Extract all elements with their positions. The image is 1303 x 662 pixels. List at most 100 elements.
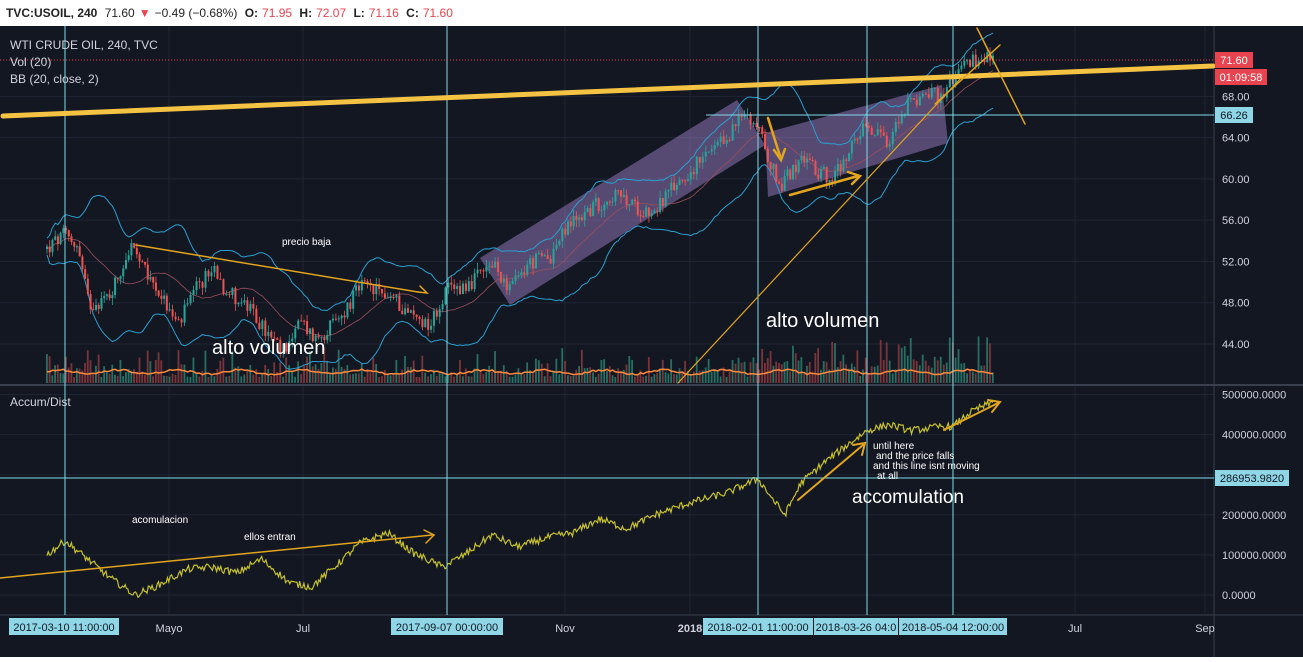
annotation-alto-volumen-1[interactable]: alto volumen [212,337,325,359]
volume-bar [395,359,398,383]
annotation-accomulation[interactable]: accomulation [852,487,964,508]
candle-body [255,308,258,323]
candle-body [659,197,662,213]
main-title[interactable]: WTI CRUDE OIL, 240, TVC [10,38,158,52]
candle-body [297,320,300,329]
vertical-markers [64,26,954,615]
candle-body [464,283,467,291]
candle-body [834,171,837,182]
candle-body [122,268,125,277]
candle-body [141,261,144,263]
precio-baja-line [135,244,419,293]
volume-bar [65,356,67,383]
price-axis[interactable]: 44.00 48.00 52.00 56.00 60.00 64.00 68.00 0.000… [1222,91,1286,602]
volume-bar [722,367,725,383]
accum-dist-line[interactable] [46,399,994,599]
volume-bar [267,369,270,383]
volume-bar [168,376,171,383]
time-axis[interactable]: 2017-03-10 11:00:00 Mayo Jul 2017-09-07 … [9,618,1215,635]
volume-bar [537,360,540,383]
candle-body [149,277,152,280]
annotation-line-not-moving[interactable]: and this line isnt moving [873,461,980,472]
ad-tick-label: 0.0000 [1222,590,1256,602]
candle-body [346,302,349,318]
volume-bar [514,374,517,383]
annotation-acomulacion[interactable]: acomulacion [132,515,188,526]
volume-bar [631,359,633,383]
candle-body [135,247,138,255]
candle-body [921,93,924,97]
candle-body [237,302,240,305]
volume-bar [575,369,578,383]
volume-bar [406,366,409,383]
candle-body [89,294,92,310]
candle-body [673,182,676,191]
channel-1[interactable] [480,100,765,305]
volume-bar [152,376,155,383]
annotation-precio-baja[interactable]: precio baja [282,237,331,248]
volume-bar [78,368,81,383]
candle-body [701,156,704,163]
volume-bar [157,352,160,383]
volume-bar [424,372,427,383]
ad-title[interactable]: Accum/Dist [10,395,71,409]
volume-bar [971,371,974,383]
channel-2[interactable] [765,85,948,197]
candle-body [864,123,867,126]
volume-bar [769,351,772,383]
volume-bar [297,361,300,383]
candle-body [116,277,119,279]
volume-bar [288,365,291,383]
volume-bar [617,368,620,383]
candle-body [130,243,133,256]
candle-body [349,302,352,309]
volume-bar [249,364,252,383]
annotation-at-all[interactable]: at all [877,471,898,482]
volume-bar [758,369,761,383]
candle-body [743,114,746,117]
annotation-until-here[interactable]: until here [873,441,915,452]
candle-body [395,295,398,298]
candle-body [252,303,255,309]
volume-bar [133,369,135,383]
volume-bar [180,364,183,383]
volume-bar [138,357,141,383]
candle-body [853,138,856,141]
volume-bar [456,374,458,383]
volume-bar [177,350,180,383]
candle-body [198,281,201,283]
candle-body [713,145,716,150]
candle-body [144,261,147,265]
volume-bar [59,372,62,383]
candle-body [502,279,505,283]
volume-bar [608,366,611,383]
volume-bar [983,365,986,383]
symbol-label[interactable]: TVC:USOIL, 240 [6,6,98,20]
volume-bar [580,349,583,383]
drawings[interactable] [0,27,1216,579]
annotation-price-falls[interactable]: and the price falls [876,451,954,462]
ad-crosshair-badge [1215,470,1289,486]
bb-legend[interactable]: BB (20, close, 2) [10,72,99,86]
chart-area[interactable]: WTI CRUDE OIL, 240, TVC Vol (20) BB (20,… [0,26,1303,657]
candle-body [597,198,600,211]
volume-legend[interactable]: Vol (20) [10,55,51,69]
candle-body [146,264,149,280]
candle-body [459,285,462,294]
chart-svg[interactable]: WTI CRUDE OIL, 240, TVC Vol (20) BB (20,… [0,26,1303,657]
volume-bar [667,373,670,383]
volume-bar [850,363,853,383]
volume-bar [692,371,695,383]
candle-body [441,304,444,310]
candle-body [891,131,894,145]
volume-bar [586,367,589,383]
annotation-ellos-entran[interactable]: ellos entran [244,532,296,543]
annotation-alto-volumen-2[interactable]: alto volumen [766,310,879,332]
candle-body [906,98,909,115]
candle-body [540,253,543,256]
volume-bar [622,369,625,383]
ad-crosshair-label: 286953.9820 [1220,473,1284,485]
volume-bar [135,371,138,383]
volume-bar [453,376,456,383]
candle-body [160,295,163,299]
